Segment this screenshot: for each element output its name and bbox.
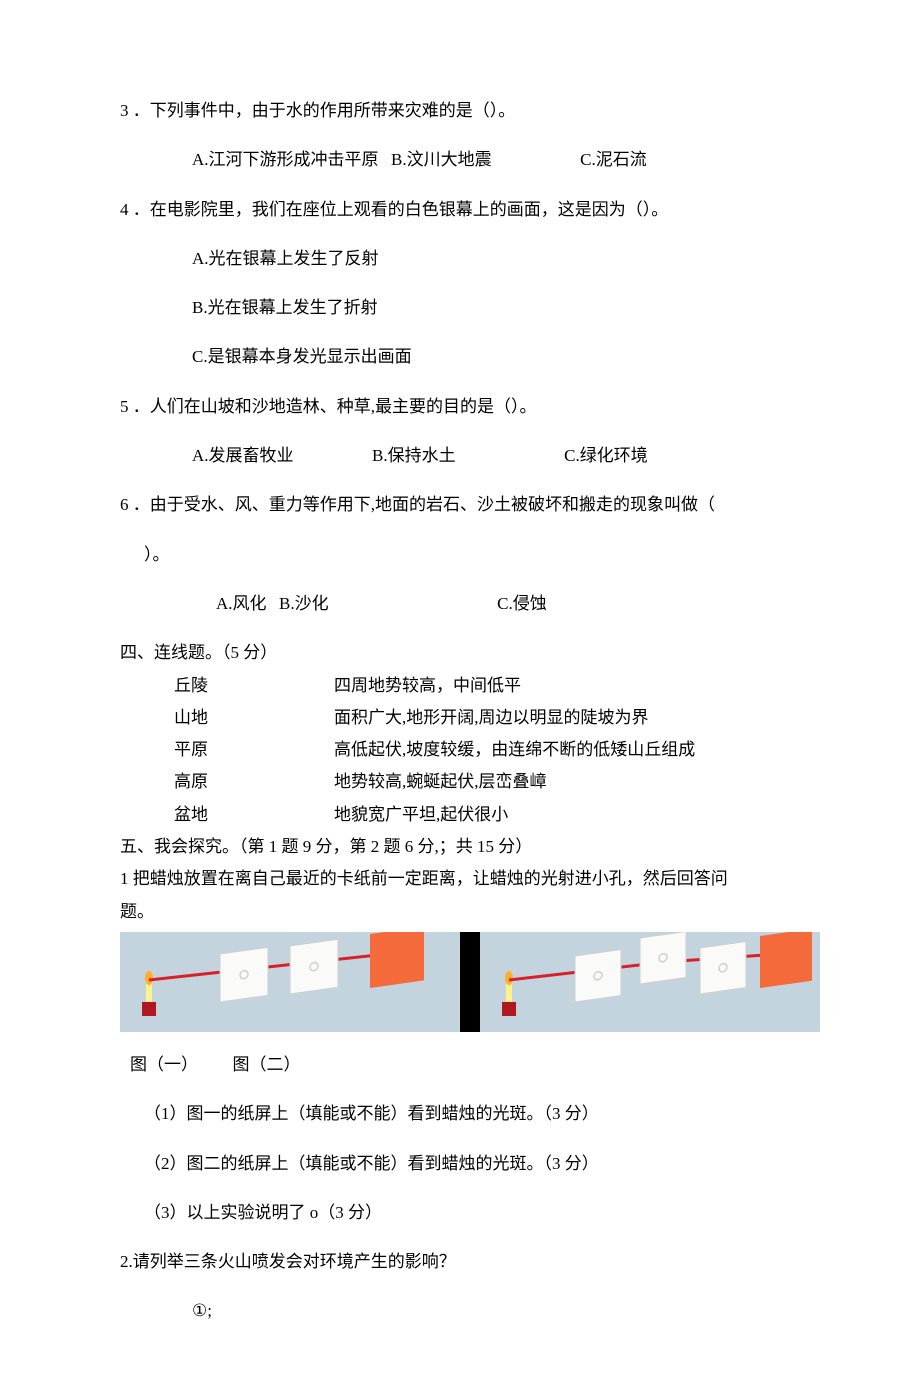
light-experiment-svg (120, 932, 820, 1032)
match-row-4: 盆地 地貌宽广平坦,起伏很小 (120, 799, 820, 831)
q6-optC: C.侵蚀 (497, 594, 547, 613)
q6-stem-line2: ）。 (120, 539, 820, 571)
sec5-q1-sub3: （3）以上实验说明了 o（3 分） (120, 1197, 820, 1229)
sec5-q1-stem-l2: 题。 (120, 896, 820, 928)
q5-optB: B.保持水土 (372, 446, 456, 465)
q3-optA: A.江河下游形成冲击平原 (192, 150, 379, 169)
sec5-q2-item1: ①; (120, 1295, 820, 1327)
sec5-q1-sub1: （1）图一的纸屏上（填能或不能）看到蜡烛的光斑。（3 分） (120, 1098, 820, 1130)
q4-optB: B.光在银幕上发生了折射 (120, 292, 820, 324)
match-right-1: 面积广大,地形开阔,周边以明显的陡坡为界 (334, 702, 820, 734)
fig-label-2: 图（二） (233, 1055, 301, 1074)
match-right-2: 高低起伏,坡度较缓，由连绵不断的低矮山丘组成 (334, 734, 820, 766)
match-left-2: 平原 (174, 734, 334, 766)
match-row-1: 山地 面积广大,地形开阔,周边以明显的陡坡为界 (120, 702, 820, 734)
q4-optA: A.光在银幕上发生了反射 (120, 243, 820, 275)
sec4-heading: 四、连线题。（5 分） (120, 637, 820, 669)
q6-options: A.风化 B.沙化 C.侵蚀 (120, 588, 820, 620)
q4-num: 4 (120, 200, 129, 219)
match-row-3: 高原 地势较高,蜿蜒起伏,层峦叠嶂 (120, 766, 820, 798)
q3-text: ．下列事件中，由于水的作用所带来灾难的是（）。 (133, 101, 516, 120)
q3-options: A.江河下游形成冲击平原 B.汶川大地震 C.泥石流 (120, 144, 820, 176)
q5-optA: A.发展畜牧业 (192, 446, 294, 465)
match-row-0: 丘陵 四周地势较高，中间低平 (120, 670, 820, 702)
sec5-q2-stem: 2.请列举三条火山喷发会对环境产生的影响？ (120, 1246, 820, 1278)
q5-stem: 5 ．人们在山坡和沙地造林、种草,最主要的目的是（）。 (120, 391, 820, 423)
q3-optB: B.汶川大地震 (391, 150, 492, 169)
match-right-0: 四周地势较高，中间低平 (334, 670, 820, 702)
q3-optC: C.泥石流 (580, 150, 647, 169)
match-left-3: 高原 (174, 766, 334, 798)
q5-optC: C.绿化环境 (564, 446, 648, 465)
match-left-4: 盆地 (174, 799, 334, 831)
match-left-1: 山地 (174, 702, 334, 734)
q4-text: ．在电影院里，我们在座位上观看的白色银幕上的画面，这是因为（）。 (133, 200, 669, 219)
q4-stem: 4 ．在电影院里，我们在座位上观看的白色银幕上的画面，这是因为（）。 (120, 194, 820, 226)
match-left-0: 丘陵 (174, 670, 334, 702)
sec5-heading: 五、我会探究。（第 1 题 9 分，第 2 题 6 分,；共 15 分） (120, 831, 820, 863)
match-right-4: 地貌宽广平坦,起伏很小 (334, 799, 820, 831)
q3-stem: 3 ．下列事件中，由于水的作用所带来灾难的是（）。 (120, 95, 820, 127)
experiment-figure (120, 932, 820, 1032)
sec5-q1-sub2: （2）图二的纸屏上（填能或不能）看到蜡烛的光斑。（3 分） (120, 1148, 820, 1180)
q5-num: 5 (120, 397, 129, 416)
sec5-q1-stem-l1: 1 把蜡烛放置在离自己最近的卡纸前一定距离，让蜡烛的光射进小孔，然后回答问 (120, 863, 820, 895)
q3-num: 3 (120, 101, 129, 120)
figure-labels: 图（一） 图（二） (120, 1049, 820, 1081)
fig-label-1: 图（一） (130, 1055, 198, 1074)
q6-text1: ．由于受水、风、重力等作用下,地面的岩石、沙土被破坏和搬走的现象叫做（ (133, 495, 715, 514)
q6-optB: B.沙化 (279, 594, 329, 613)
q5-options: A.发展畜牧业 B.保持水土 C.绿化环境 (120, 440, 820, 472)
q6-stem-line1: 6 ．由于受水、风、重力等作用下,地面的岩石、沙土被破坏和搬走的现象叫做（ (120, 489, 820, 521)
match-row-2: 平原 高低起伏,坡度较缓，由连绵不断的低矮山丘组成 (120, 734, 820, 766)
match-right-3: 地势较高,蜿蜒起伏,层峦叠嶂 (334, 766, 820, 798)
q4-optC: C.是银幕本身发光显示出画面 (120, 341, 820, 373)
q6-optA: A.风化 (216, 594, 267, 613)
q6-num: 6 (120, 495, 129, 514)
q5-text: ．人们在山坡和沙地造林、种草,最主要的目的是（）。 (133, 397, 537, 416)
